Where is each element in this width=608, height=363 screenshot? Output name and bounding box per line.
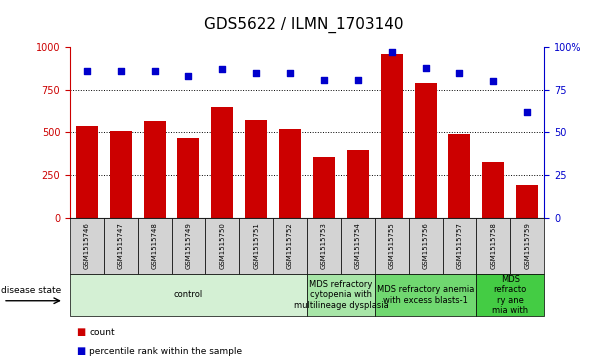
Bar xyxy=(381,54,402,218)
Text: GSM1515757: GSM1515757 xyxy=(457,223,463,269)
Bar xyxy=(313,157,335,218)
Bar xyxy=(482,162,505,218)
Text: GSM1515748: GSM1515748 xyxy=(151,223,157,269)
Text: percentile rank within the sample: percentile rank within the sample xyxy=(89,347,243,355)
Text: GSM1515752: GSM1515752 xyxy=(287,223,293,269)
Text: GSM1515753: GSM1515753 xyxy=(321,223,327,269)
Point xyxy=(184,73,193,79)
Bar xyxy=(347,150,369,218)
Text: GSM1515755: GSM1515755 xyxy=(389,223,395,269)
Text: GSM1515759: GSM1515759 xyxy=(524,223,530,269)
Text: ■: ■ xyxy=(76,327,85,337)
Bar xyxy=(245,120,268,218)
Text: GDS5622 / ILMN_1703140: GDS5622 / ILMN_1703140 xyxy=(204,16,404,33)
Bar xyxy=(449,134,471,218)
Bar xyxy=(143,121,165,218)
Text: GSM1515750: GSM1515750 xyxy=(219,223,226,269)
Point xyxy=(455,70,465,76)
Point xyxy=(285,70,295,76)
Text: ■: ■ xyxy=(76,346,85,356)
Point xyxy=(421,65,430,70)
Bar xyxy=(76,126,98,218)
Bar xyxy=(212,107,233,218)
Text: control: control xyxy=(174,290,203,299)
Text: GSM1515749: GSM1515749 xyxy=(185,223,192,269)
Text: MDS
refracto
ry ane
mia with: MDS refracto ry ane mia with xyxy=(492,275,528,315)
Text: GSM1515746: GSM1515746 xyxy=(84,223,90,269)
Text: GSM1515751: GSM1515751 xyxy=(253,223,259,269)
Text: MDS refractory anemia
with excess blasts-1: MDS refractory anemia with excess blasts… xyxy=(377,285,474,305)
Point xyxy=(218,66,227,72)
Text: GSM1515756: GSM1515756 xyxy=(423,223,429,269)
Text: count: count xyxy=(89,328,115,337)
Text: GSM1515758: GSM1515758 xyxy=(490,223,496,269)
Point xyxy=(522,109,532,115)
Point xyxy=(116,68,126,74)
Text: MDS refractory
cytopenia with
multilineage dysplasia: MDS refractory cytopenia with multilinea… xyxy=(294,280,389,310)
Point xyxy=(82,68,92,74)
Point xyxy=(353,77,363,82)
Bar xyxy=(279,129,301,218)
Point xyxy=(319,77,329,82)
Point xyxy=(387,49,396,55)
Point xyxy=(251,70,261,76)
Bar xyxy=(178,138,199,218)
Text: disease state: disease state xyxy=(1,286,61,295)
Bar xyxy=(109,131,132,218)
Text: GSM1515747: GSM1515747 xyxy=(118,223,124,269)
Point xyxy=(150,68,159,74)
Bar xyxy=(516,184,538,218)
Text: GSM1515754: GSM1515754 xyxy=(355,223,361,269)
Point xyxy=(488,78,498,84)
Bar xyxy=(415,83,437,218)
